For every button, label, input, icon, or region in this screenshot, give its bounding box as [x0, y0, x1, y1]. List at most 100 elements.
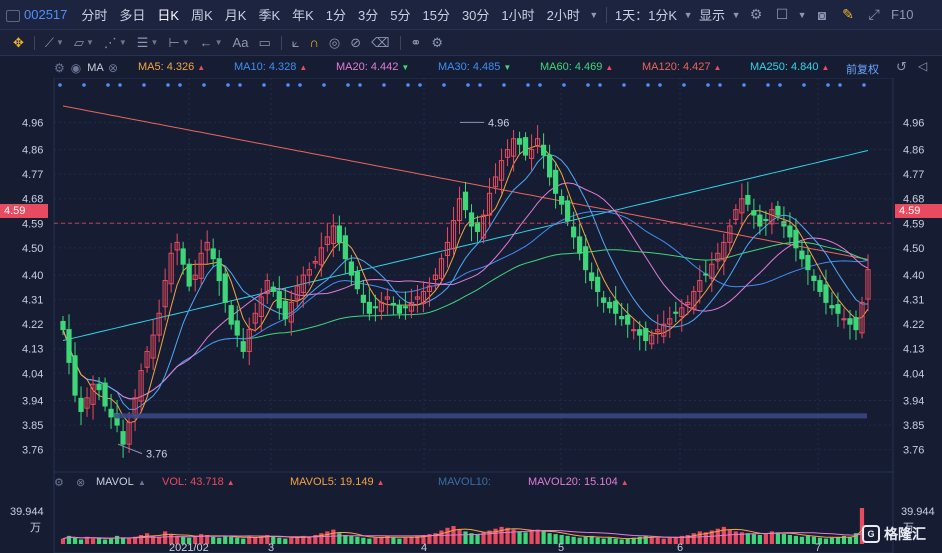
checkbox-icon[interactable]: ☐ [775, 6, 789, 22]
move-crosshair-icon[interactable]: ✥ [13, 34, 24, 50]
stock-code[interactable]: 002517 [0, 7, 75, 22]
candle-body [300, 274, 306, 294]
fibonacci-tool-icon[interactable]: ☰ ▼ [136, 34, 159, 50]
volume-bar [223, 535, 228, 544]
event-marker [586, 83, 590, 87]
polyline-tool-icon[interactable]: ⋰ ▼ [103, 34, 127, 50]
event-marker [742, 83, 746, 87]
period-15min[interactable]: 15分 [422, 8, 450, 23]
volume-bar [265, 535, 270, 544]
candle-body [559, 196, 565, 205]
candle-body [841, 318, 847, 321]
undo-icon[interactable]: ↺ [896, 59, 907, 74]
candle-body [709, 263, 715, 279]
gear-icon[interactable]: ⚙ [431, 34, 444, 50]
adjust-mode-button[interactable]: 前复权 [846, 64, 879, 76]
comment-tool-icon[interactable]: ▭ [258, 34, 271, 50]
ma-indicator-name[interactable]: MA [87, 62, 104, 74]
period-multiday[interactable]: 多日 [119, 8, 146, 23]
period-intraday[interactable]: 分时 [81, 8, 108, 23]
event-marker [58, 83, 62, 87]
trash-icon[interactable]: ⌫ [371, 34, 390, 50]
close-icon[interactable]: ⊗ [76, 477, 86, 489]
period-5min[interactable]: 5分 [390, 8, 411, 23]
candle-body [793, 229, 799, 249]
volume-chart[interactable]: 39.944 39.944 万 万 2021/02 3 4 5 6 7 [0, 472, 942, 553]
period-2hour[interactable]: 2小时 [546, 8, 580, 23]
volume-bar [283, 538, 288, 544]
display-select[interactable]: 显示 [699, 8, 726, 23]
volume-bar [835, 536, 841, 544]
period-weekly-k[interactable]: 周K [191, 8, 213, 23]
chevron-down-icon[interactable]: ▼ [683, 9, 693, 20]
fullscreen-icon[interactable]: ⤢ [868, 6, 880, 22]
period-1hour[interactable]: 1小时 [501, 8, 535, 23]
volume-bar [421, 535, 426, 544]
range-tool-icon[interactable]: ⊢ ▼ [168, 34, 190, 50]
volume-bar [211, 536, 216, 544]
pencil-icon[interactable]: ✎ [842, 6, 854, 22]
volume-bar [487, 530, 492, 544]
ma30-line [62, 210, 869, 400]
eye-icon[interactable]: ◎ [328, 34, 341, 50]
candle-body [204, 241, 210, 251]
volume-bar [337, 533, 342, 544]
y-tick-label-right: 4.50 [903, 243, 924, 255]
period-yearly-k[interactable]: 年K [292, 8, 314, 23]
arrow-tool-icon[interactable]: ← ▼ [199, 35, 223, 50]
volume-indicator-name[interactable]: MAVOL [96, 476, 134, 488]
candle-body [745, 194, 751, 205]
channel-tool-icon[interactable]: ▱ ▼ [73, 34, 94, 50]
ma5-value: MA5: 4.326 ▲ [138, 61, 206, 73]
y-tick-label: 4.77 [22, 169, 43, 181]
gear-icon[interactable]: ⚙ [749, 6, 763, 22]
close-icon[interactable]: ⊗ [108, 61, 119, 75]
candle-body [252, 312, 258, 324]
period-quarterly-k[interactable]: 季K [258, 8, 281, 23]
chevron-down-icon[interactable]: ▼ [797, 9, 807, 20]
candle-body [78, 397, 84, 412]
volume-bar [367, 538, 372, 544]
volume-bar [78, 539, 84, 544]
period-3min[interactable]: 3分 [358, 8, 379, 23]
event-marker [466, 83, 470, 87]
f10-button[interactable]: F10 [891, 7, 914, 22]
volume-axis-unit: 万 [30, 522, 41, 534]
ruler-icon[interactable]: ⟀ [291, 34, 300, 50]
y-tick-label: 3.76 [22, 445, 43, 457]
candle-body [396, 304, 403, 314]
chart-nav-icon[interactable]: ◁ [918, 59, 928, 73]
magnet-icon[interactable]: ∩ [309, 35, 319, 50]
volume-bar [84, 536, 90, 544]
line-tool-icon[interactable]: ⟋ ▼ [44, 34, 64, 50]
chevron-down-icon[interactable]: ▼ [731, 9, 741, 20]
volume-bar [253, 537, 258, 544]
text-tool-icon[interactable]: Aa [232, 35, 249, 50]
eye-icon[interactable]: ◉ [70, 61, 82, 75]
candle-body [378, 301, 384, 312]
period-monthly-k[interactable]: 月K [224, 8, 247, 23]
candle-body [829, 305, 835, 309]
volume-bar [763, 533, 768, 544]
gear-icon[interactable]: ⚙ [54, 61, 65, 75]
candle-body [757, 214, 763, 227]
volume-bar [493, 528, 498, 544]
volume-bar [175, 535, 180, 544]
candle-body [366, 301, 372, 314]
chevron-down-icon[interactable]: ▲ [138, 478, 146, 487]
range-select[interactable]: 1天：1分K [614, 8, 678, 23]
y-tick-label: 4.13 [22, 344, 43, 356]
camera-icon[interactable]: ◙ [817, 6, 827, 23]
volume-bar [457, 529, 462, 544]
period-30min[interactable]: 30分 [461, 8, 490, 23]
candlestick-chart[interactable]: 4.96 4.964.86 4.864.77 4.774.68 4.684.59 4.59… [0, 78, 942, 472]
hide-icon[interactable]: ⊘ [350, 34, 362, 50]
period-daily-k[interactable]: 日K [157, 8, 180, 23]
chevron-down-icon[interactable]: ▼ [589, 9, 599, 20]
gear-icon[interactable]: ⚙ [54, 477, 64, 489]
top-bar: 002517 分时 多日 日K 周K 月K 季K 年K 1分 3分 5分 15分… [0, 0, 942, 30]
candle-body [414, 296, 421, 300]
link-icon[interactable]: ⚭ [410, 34, 422, 50]
period-1min[interactable]: 1分 [325, 8, 347, 23]
candle-body [354, 271, 360, 290]
